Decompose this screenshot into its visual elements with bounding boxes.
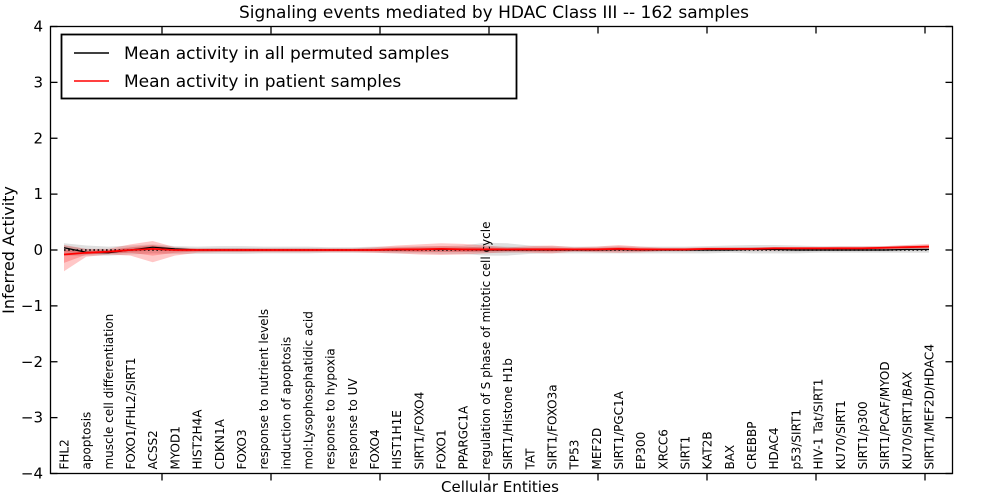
svg-text:SIRT1/p300: SIRT1/p300 [856,401,870,469]
svg-text:−4: −4 [21,465,43,483]
svg-text:SIRT1/FOXO4: SIRT1/FOXO4 [412,392,426,470]
svg-text:TP53: TP53 [568,440,582,471]
svg-text:FOXO4: FOXO4 [368,429,382,469]
svg-text:SIRT1: SIRT1 [679,436,693,470]
svg-text:KU70/SIRT1: KU70/SIRT1 [834,400,848,469]
svg-text:p53/SIRT1: p53/SIRT1 [789,409,803,470]
svg-text:HIST1H1E: HIST1H1E [390,410,404,469]
svg-text:response to UV: response to UV [346,378,360,470]
svg-text:HIST2H4A: HIST2H4A [191,409,205,470]
svg-text:FOXO3: FOXO3 [235,429,249,469]
svg-text:0: 0 [33,241,43,259]
svg-text:BAX: BAX [723,445,737,470]
svg-text:MEF2D: MEF2D [590,428,604,470]
chart-title: Signaling events mediated by HDAC Class … [239,3,749,23]
legend-box [60,33,518,100]
svg-text:SIRT1/PGC1A: SIRT1/PGC1A [612,390,626,469]
svg-text:−2: −2 [21,353,43,371]
svg-text:ACSS2: ACSS2 [146,430,160,469]
svg-text:FOXO1: FOXO1 [435,429,449,469]
svg-text:response to nutrient levels: response to nutrient levels [257,309,271,470]
svg-text:SIRT1/PCAF/MYOD: SIRT1/PCAF/MYOD [878,361,892,469]
svg-text:KU70/SIRT1/BAX: KU70/SIRT1/BAX [900,372,914,470]
svg-text:SIRT1/FOXO3a: SIRT1/FOXO3a [545,384,559,469]
svg-text:4: 4 [33,18,43,36]
series-lines [63,245,930,256]
svg-text:mol:Lysophosphatidic acid: mol:Lysophosphatidic acid [301,311,315,469]
svg-text:HIV-1 Tat/SIRT1: HIV-1 Tat/SIRT1 [812,379,826,470]
svg-text:PPARGC1A: PPARGC1A [457,405,471,470]
svg-text:regulation of S phase of mitot: regulation of S phase of mitotic cell cy… [479,222,493,470]
svg-text:response to hypoxia: response to hypoxia [324,348,338,469]
svg-text:1: 1 [33,185,43,203]
confidence-bands [64,241,929,272]
plot-frame [49,25,954,481]
svg-text:CREBBP: CREBBP [745,422,759,470]
x-tick-labels: FHL2 apoptosis muscle cell differentiation… [58,222,937,471]
svg-text:SIRT1/MEF2D/HDAC4: SIRT1/MEF2D/HDAC4 [923,344,937,469]
x-axis-label: Cellular Entities [441,478,559,496]
svg-text:induction of apoptosis: induction of apoptosis [279,337,293,470]
svg-text:muscle cell differentiation: muscle cell differentiation [102,314,116,470]
svg-text:apoptosis: apoptosis [80,412,94,470]
y-tick-labels: 4 3 2 1 0 −1 −2 −3 −4 [21,18,43,483]
svg-text:SIRT1/Histone H1b: SIRT1/Histone H1b [501,358,515,469]
y-axis-label: Inferred Activity [0,186,18,314]
svg-text:3: 3 [33,73,43,91]
svg-text:EP300: EP300 [634,432,648,470]
svg-text:2: 2 [33,129,43,147]
svg-text:FOXO1/FHL2/SIRT1: FOXO1/FHL2/SIRT1 [124,357,138,469]
svg-text:−1: −1 [21,297,43,315]
svg-text:TAT: TAT [523,448,537,471]
legend: Mean activity in all permuted samples Me… [60,33,518,100]
svg-text:FHL2: FHL2 [58,439,72,469]
svg-text:HDAC4: HDAC4 [767,427,781,469]
legend-label-patient: Mean activity in patient samples [124,72,401,92]
svg-text:CDKN1A: CDKN1A [213,418,227,469]
legend-label-permuted: Mean activity in all permuted samples [124,44,449,64]
svg-text:−3: −3 [21,409,43,427]
svg-text:XRCC6: XRCC6 [656,429,670,469]
svg-text:KAT2B: KAT2B [701,431,715,469]
svg-text:MYOD1: MYOD1 [168,426,182,469]
